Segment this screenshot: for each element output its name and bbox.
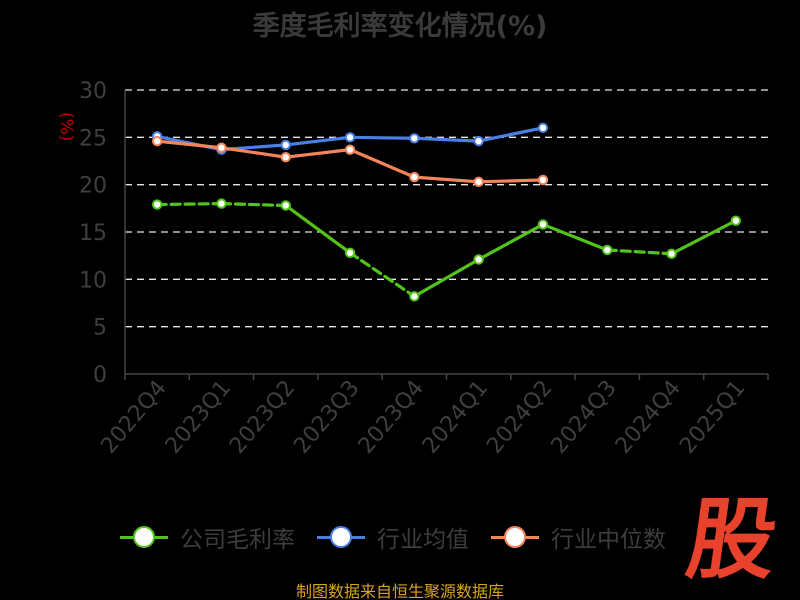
- legend-swatch-industry-median: [491, 526, 539, 548]
- legend-swatch-industry-mean: [317, 526, 365, 548]
- data-point: [151, 135, 163, 147]
- x-tick-label: 2024Q3: [547, 376, 622, 459]
- x-tick-label: 2024Q2: [482, 376, 557, 459]
- x-tick-label: 2022Q4: [96, 376, 171, 459]
- legend-label-industry-median: 行业中位数: [551, 527, 666, 553]
- data-point: [409, 291, 420, 302]
- data-point: [409, 133, 420, 144]
- legend-label-industry-mean: 行业均值: [377, 527, 469, 553]
- series-line-segment: [284, 135, 352, 147]
- series-line-segment: [412, 175, 481, 184]
- data-point: [537, 122, 549, 134]
- y-tick-label: 30: [79, 79, 107, 104]
- series-line-segment: [541, 222, 609, 252]
- data-point: [344, 144, 356, 155]
- series-line-segment: [219, 146, 288, 159]
- data-point: [473, 254, 484, 265]
- data-point: [280, 152, 291, 163]
- y-tick-label: 20: [79, 174, 107, 199]
- data-point: [473, 135, 484, 147]
- x-tick-label: 2024Q1: [418, 376, 493, 459]
- y-tick-label: 0: [93, 363, 107, 388]
- legend-label-company: 公司毛利率: [180, 527, 295, 553]
- data-point: [537, 219, 549, 230]
- series-line-segment: [284, 148, 352, 159]
- series-line-segment: [219, 202, 288, 208]
- x-tick-label: 2023Q3: [289, 376, 364, 459]
- data-source: 制图数据来自恒生聚源数据库: [295, 582, 504, 600]
- y-tick-label: 25: [79, 126, 107, 151]
- chart-title: 季度毛利率变化情况(%): [252, 11, 548, 42]
- legend: 公司毛利率 行业均值 行业中位数: [120, 520, 688, 554]
- x-tick-label: 2024Q4: [611, 376, 686, 459]
- data-point: [344, 247, 356, 259]
- y-tick-label: 10: [79, 268, 107, 293]
- x-tick-label: 2023Q2: [225, 376, 300, 459]
- series-line-segment: [605, 248, 674, 256]
- x-tick-label: 2023Q4: [354, 376, 429, 459]
- series-line-segment: [348, 251, 416, 298]
- series-line-segment: [477, 178, 545, 184]
- data-point: [409, 171, 420, 183]
- data-point: [473, 176, 484, 188]
- data-point: [216, 142, 227, 153]
- data-point: [280, 139, 291, 151]
- series-line-segment: [155, 139, 224, 150]
- series-line-segment: [412, 136, 481, 143]
- data-point: [537, 174, 549, 186]
- data-point: [280, 200, 291, 211]
- data-point: [216, 198, 227, 209]
- series-line-segment: [477, 126, 545, 143]
- y-tick-label: 5: [93, 316, 107, 341]
- series-line-segment: [412, 257, 481, 298]
- data-point: [666, 248, 677, 259]
- legend-item-industry-mean[interactable]: 行业均值: [317, 520, 469, 554]
- series-line-segment: [348, 148, 416, 179]
- data-point: [151, 199, 163, 210]
- series-line-segment: [477, 222, 545, 262]
- legend-item-company[interactable]: 公司毛利率: [120, 520, 295, 554]
- legend-item-industry-median[interactable]: 行业中位数: [491, 520, 666, 554]
- series-line-segment: [155, 202, 224, 207]
- legend-swatch-company: [120, 526, 168, 548]
- data-point: [344, 132, 356, 143]
- data-point: [730, 215, 742, 226]
- series-line-segment: [669, 219, 738, 256]
- x-tick-label: 2023Q1: [161, 376, 236, 459]
- series-line-segment: [284, 203, 352, 255]
- brand-logo: 股: [680, 488, 784, 591]
- y-tick-label: 15: [79, 221, 107, 246]
- data-point: [602, 244, 613, 256]
- series-line-segment: [348, 135, 416, 140]
- x-tick-label: 2025Q1: [675, 376, 750, 459]
